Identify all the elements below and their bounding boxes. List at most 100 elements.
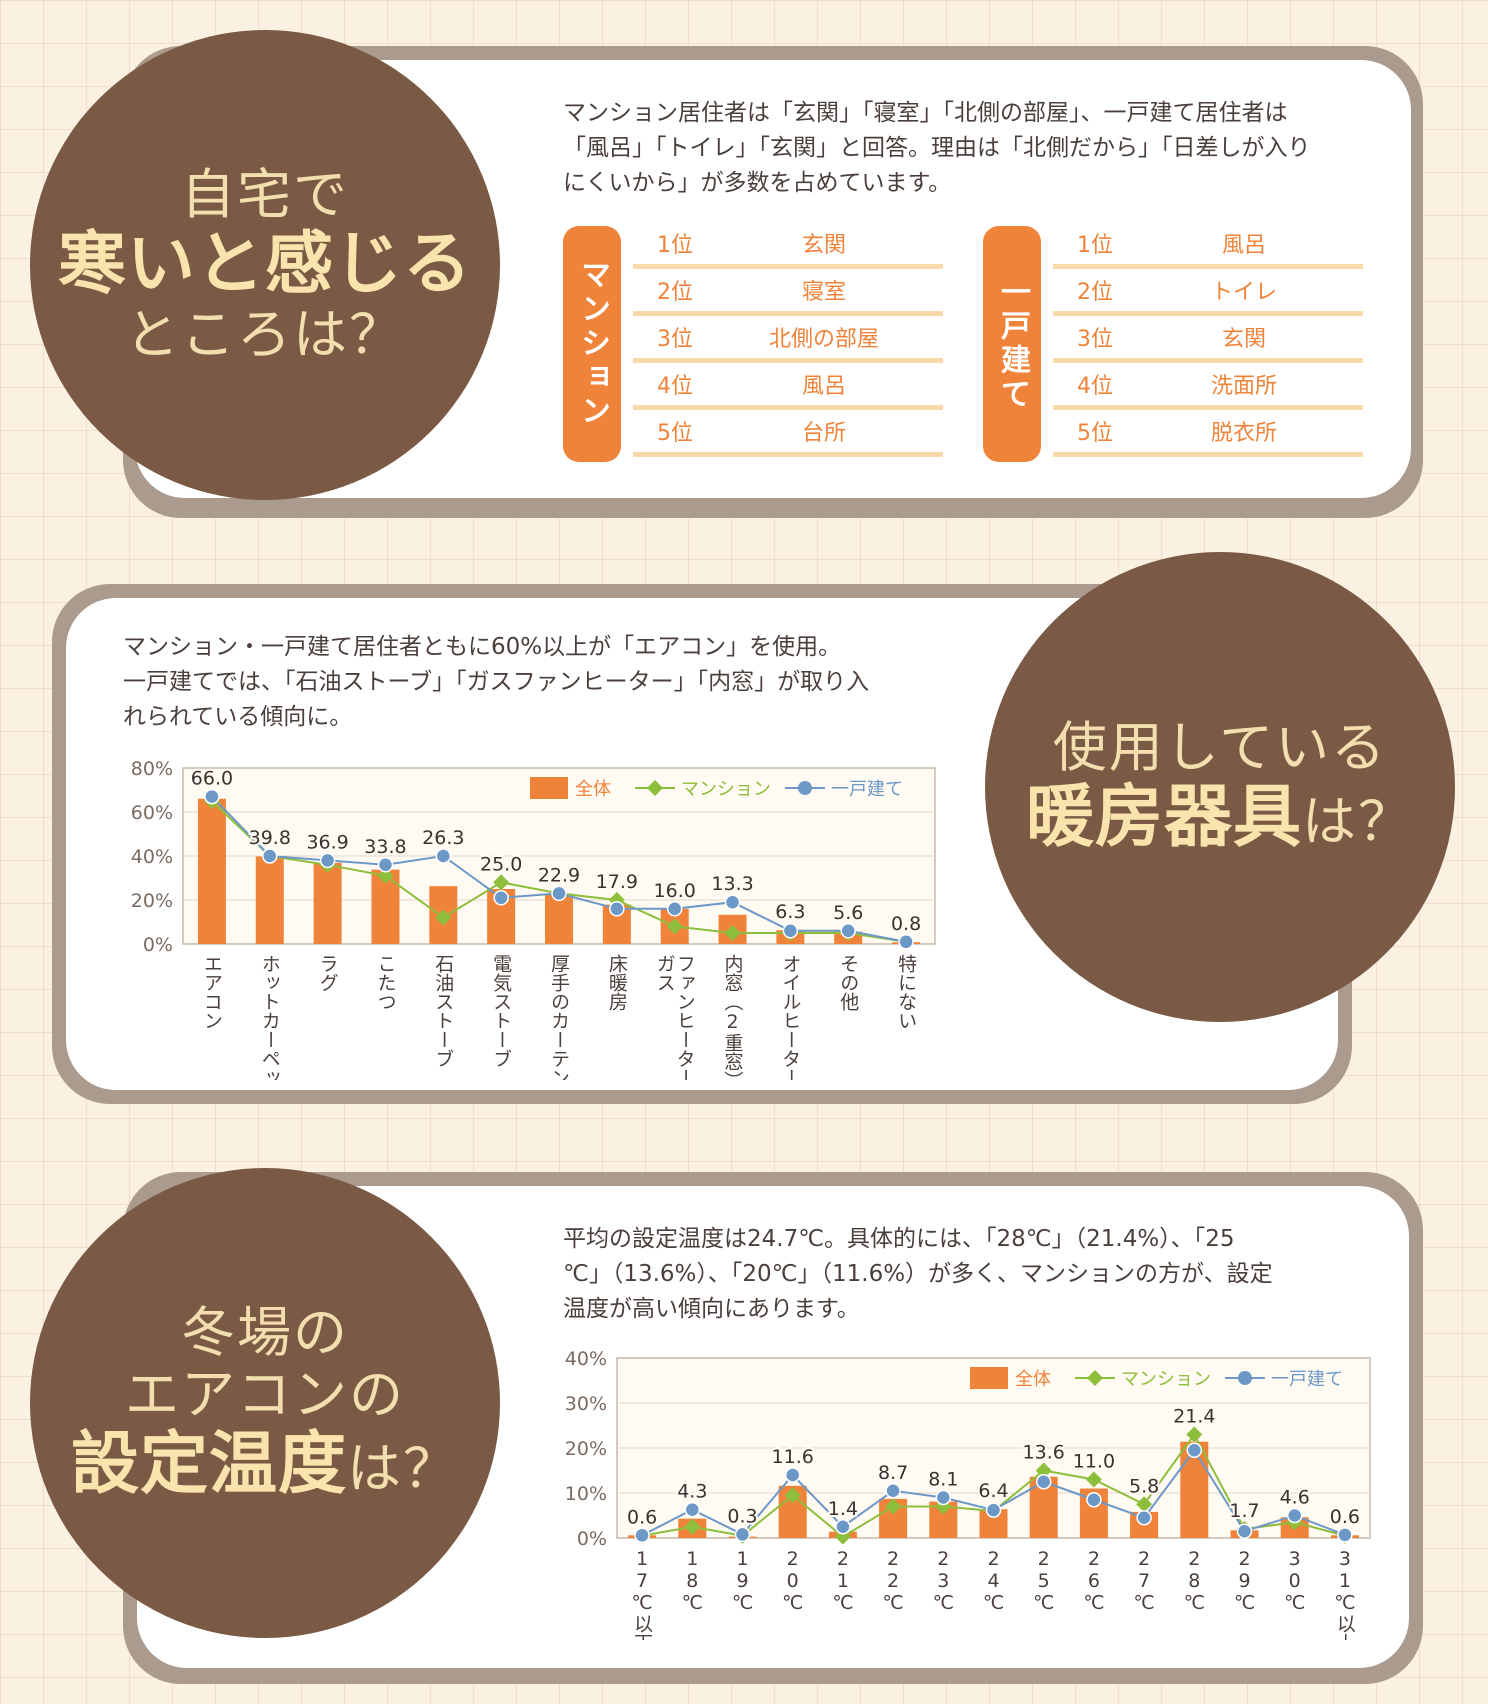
chart1-data-label: 5.6	[833, 902, 863, 924]
mansion-rank-5: 5位 台所	[633, 410, 943, 457]
chart1-bar	[255, 856, 284, 944]
section2-title-circle: 使用している 暖房器具は？	[985, 552, 1455, 1022]
chart1-data-label: 0.8	[891, 913, 921, 935]
section2-title-line2-wrap: 暖房器具は？	[1025, 777, 1414, 857]
chart1-house-point	[551, 885, 567, 902]
chart1-mansion-point	[435, 909, 452, 926]
chart2-category-label: 28℃	[1183, 1548, 1205, 1614]
chart2-house-point	[885, 1483, 901, 1499]
chart2-mansion-point	[885, 1498, 902, 1515]
mansion-rank-3: 3位 北側の部屋	[633, 316, 943, 363]
chart2-legend-bar-swatch	[970, 1367, 1008, 1389]
chart1-data-label: 36.9	[306, 831, 348, 853]
house-rank-5: 5位 脱衣所	[1053, 410, 1363, 457]
chart2-data-label: 13.6	[1023, 1442, 1065, 1464]
chart1-data-label: 17.9	[596, 871, 638, 893]
chart1-category-label: 床暖房	[606, 954, 628, 1011]
section3-title-circle: 冬場の エアコンの 設定温度は？	[30, 1168, 500, 1638]
chart1-house-point	[262, 848, 278, 864]
section3-title-line3-wrap: 設定温度は？	[70, 1425, 459, 1504]
chart2-house-point	[634, 1527, 650, 1544]
chart1-data-label: 25.0	[480, 853, 522, 875]
chart2-ytick-label: 0%	[577, 1528, 607, 1550]
heating-devices-chart: 0% 20% 40% 60% 80% 66.0 39.8 36.9 33.8 26.3 25.0 22…	[131, 758, 936, 1080]
house-rank-4: 4位 洗面所	[1053, 363, 1363, 410]
section2-description: マンション・一戸建て居住者ともに60%以上が「エアコン」を使用。 一戸建てでは、…	[123, 634, 870, 730]
chart2-category-label: 27℃	[1133, 1548, 1155, 1614]
chart1-data-label: 13.3	[711, 873, 753, 895]
mansion-tag: マンション	[563, 226, 621, 462]
section1-description: マンション居住者は「玄関」「寝室」「北側の部屋」、一戸建て居住者は 「風呂」「ト…	[563, 100, 1311, 196]
section1-title-line3: ところは？	[125, 303, 405, 367]
chart1-mansion-point	[666, 918, 683, 935]
chart1-category-label: 石油ストーブ	[432, 954, 454, 1068]
chart2-house-point	[1337, 1527, 1353, 1543]
chart2-category-label: 31℃以上	[1334, 1548, 1356, 1640]
chart2-mansion-point	[684, 1518, 701, 1535]
chart2-data-label: 1.7	[1229, 1500, 1259, 1522]
chart1-category-label: オイルヒーター	[779, 954, 801, 1080]
chart2-legend-overall: 全体	[1015, 1369, 1051, 1390]
chart1-category-label: 特にない	[895, 954, 917, 1030]
house-rank-1: 1位 風呂	[1053, 222, 1363, 269]
chart2-legend-house-marker	[1238, 1371, 1252, 1385]
chart1-data-label: 16.0	[654, 880, 696, 902]
mansion-rank-4: 4位 風呂	[633, 363, 943, 410]
house-ranking: 1位 風呂 2位 トイレ 3位 玄関 4位 洗面所 5位 脱衣所	[1053, 222, 1363, 457]
chart1-category-label: ホットカーペット	[259, 954, 281, 1080]
chart1-legend-mansion: マンション	[681, 779, 771, 800]
chart1-legend-mansion-marker	[647, 780, 663, 796]
section2-title-line2: 暖房器具	[1025, 777, 1302, 857]
chart1-category-label: 内窓（2重窓）	[722, 954, 744, 1080]
chart2-data-label: 5.8	[1129, 1475, 1159, 1497]
chart2-ytick-label: 20%	[565, 1438, 607, 1460]
chart2-house-point	[935, 1489, 952, 1506]
chart2-data-label: 4.6	[1280, 1487, 1310, 1509]
chart1-house-point	[898, 934, 914, 950]
chart1-legend-house-marker	[798, 781, 812, 795]
chart1-legend-bar-swatch	[530, 777, 568, 799]
chart1-data-label: 66.0	[191, 768, 233, 790]
chart2-category-label: 17℃以下	[631, 1548, 653, 1640]
chart2-category-label: 22℃	[882, 1548, 904, 1614]
chart2-house-point	[784, 1467, 801, 1483]
chart1-ytick-label: 40%	[131, 846, 173, 868]
chart2-data-label: 0.6	[1330, 1506, 1360, 1528]
chart1-ytick-label: 80%	[131, 758, 173, 780]
chart2-mansion-point	[1136, 1496, 1153, 1513]
chart2-house-point	[1236, 1523, 1253, 1539]
chart2-house-point	[1035, 1474, 1052, 1490]
chart1-legend-overall: 全体	[575, 779, 611, 800]
chart1-mansion-point	[377, 867, 394, 884]
section3-description: 平均の設定温度は24.7℃。具体的には、「28℃」（21.4%）、「25 ℃」（…	[563, 1226, 1273, 1322]
chart1-house-point	[724, 894, 741, 910]
section3-title-line1: 冬場の	[181, 1300, 349, 1364]
chart1-mansion-point	[724, 925, 741, 941]
chart2-data-label: 11.0	[1073, 1451, 1115, 1473]
chart2-house-point	[1086, 1492, 1102, 1508]
chart2-data-label: 8.1	[928, 1469, 958, 1491]
chart2-category-label: 20℃	[782, 1548, 804, 1614]
chart1-bar	[313, 862, 342, 944]
chart1-house-point	[435, 848, 452, 864]
chart1-house-point	[782, 923, 799, 939]
chart2-category-label: 26℃	[1083, 1548, 1105, 1614]
chart1-house-point	[840, 923, 856, 939]
chart1-bar	[197, 798, 226, 944]
chart2-data-label: 4.3	[677, 1481, 707, 1503]
chart2-mansion-point	[1186, 1426, 1203, 1443]
chart2-house-point	[1186, 1442, 1203, 1458]
section3-title-line3: 設定温度	[70, 1425, 347, 1504]
chart1-category-label: ガス	[654, 954, 676, 992]
mansion-ranking: 1位 玄関 2位 寝室 3位 北側の部屋 4位 風呂 5位 台所	[633, 222, 943, 457]
chart1-house-point	[666, 901, 683, 917]
chart2-house-point	[835, 1519, 851, 1535]
section1-title-circle: 自宅で 寒いと感じる ところは？	[30, 30, 500, 500]
chart1-legend-house: 一戸建て	[831, 779, 903, 800]
chart2-ytick-label: 30%	[565, 1393, 607, 1415]
chart1-house-point	[319, 852, 336, 869]
ac-temperature-chart: 0% 10% 20% 30% 40% 0.6 4.3 0.3 11.6 1.4 8.7 8.1 6.4 1…	[565, 1348, 1371, 1640]
house-tag: 一戸建て	[983, 226, 1041, 462]
section3-title-line4: は？	[347, 1437, 459, 1500]
chart2-house-point	[684, 1501, 701, 1518]
